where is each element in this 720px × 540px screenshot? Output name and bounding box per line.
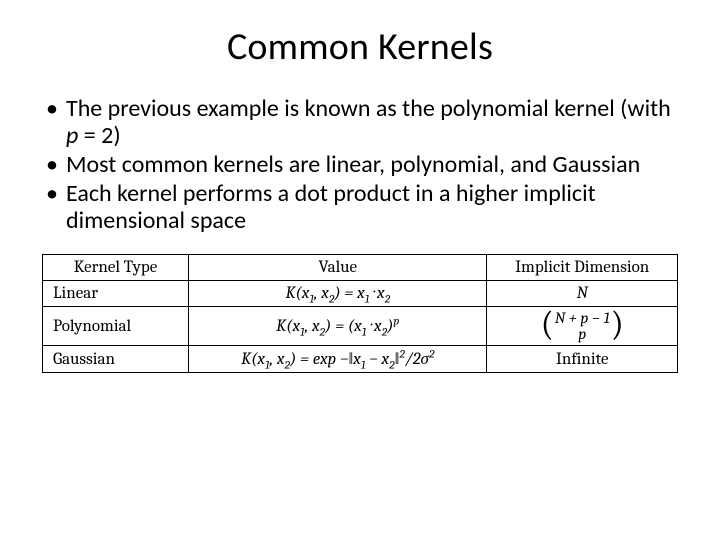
binom-bot: p bbox=[555, 326, 610, 342]
cell-dim: ( N + p − 1 p ) bbox=[487, 307, 678, 346]
binom-top: N + p − 1 bbox=[555, 310, 610, 326]
bullet-list: The previous example is known as the pol… bbox=[42, 96, 678, 234]
cell-value: K(x1, x2) = (x1 · x2)p bbox=[189, 307, 487, 346]
cell-type: Gaussian bbox=[43, 346, 189, 373]
cell-type: Linear bbox=[43, 281, 189, 307]
bullet-item: Most common kernels are linear, polynomi… bbox=[42, 152, 678, 179]
col-header-dim: Implicit Dimension bbox=[487, 255, 678, 281]
bullet-var: p bbox=[66, 121, 78, 150]
paren-right-icon: ) bbox=[611, 307, 624, 341]
table-row: Polynomial K(x1, x2) = (x1 · x2)p ( N + … bbox=[43, 307, 678, 346]
cell-value: K(x1, x2) = x1 · x2 bbox=[189, 281, 487, 307]
table-row: Gaussian K(x1, x2) = exp −‖x1 − x2‖2/2σ2… bbox=[43, 346, 678, 373]
cell-type: Polynomial bbox=[43, 307, 189, 346]
col-header-type: Kernel Type bbox=[43, 255, 189, 281]
bullet-item: Each kernel performs a dot product in a … bbox=[42, 181, 678, 235]
cell-dim: Infinite bbox=[487, 346, 678, 373]
paren-left-icon: ( bbox=[541, 307, 554, 341]
bullet-text: = 2) bbox=[78, 121, 120, 150]
table-row: Linear K(x1, x2) = x1 · x2 N bbox=[43, 281, 678, 307]
kernels-table: Kernel Type Value Implicit Dimension Lin… bbox=[42, 254, 678, 373]
table-header-row: Kernel Type Value Implicit Dimension bbox=[43, 255, 678, 281]
slide-title: Common Kernels bbox=[42, 24, 678, 70]
bullet-text: Most common kernels are linear, polynomi… bbox=[66, 150, 640, 179]
cell-dim: N bbox=[487, 281, 678, 307]
binomial-icon: ( N + p − 1 p ) bbox=[545, 310, 620, 342]
cell-value: K(x1, x2) = exp −‖x1 − x2‖2/2σ2 bbox=[189, 346, 487, 373]
bullet-item: The previous example is known as the pol… bbox=[42, 96, 678, 150]
bullet-text: Each kernel performs a dot product in a … bbox=[66, 179, 596, 235]
col-header-value: Value bbox=[189, 255, 487, 281]
bullet-text: The previous example is known as the pol… bbox=[66, 94, 671, 123]
slide: Common Kernels The previous example is k… bbox=[0, 0, 720, 540]
